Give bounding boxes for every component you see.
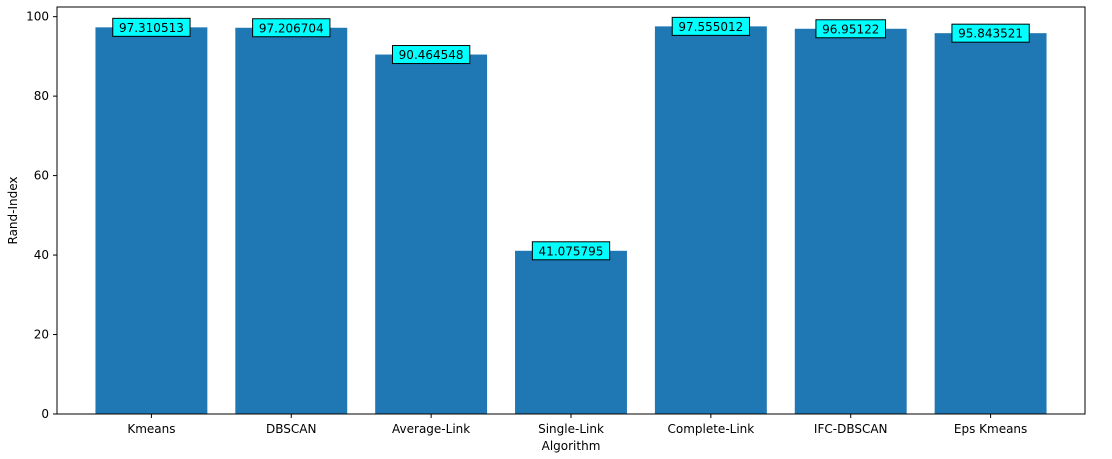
- x-tick-label: Single-Link: [538, 422, 604, 436]
- y-tick-label: 80: [34, 89, 49, 103]
- x-tick-label: Complete-Link: [667, 422, 754, 436]
- value-label: 41.075795: [531, 241, 611, 261]
- x-tick-label: IFC-DBSCAN: [814, 422, 888, 436]
- y-tick-label: 100: [26, 10, 49, 24]
- value-label-text: 97.206704: [259, 21, 324, 35]
- bar-eps-kmeans: [934, 33, 1047, 414]
- value-label-box: [671, 16, 751, 36]
- bars-group: [95, 26, 1047, 415]
- plot-frame: [56, 6, 1086, 415]
- value-label-box: [252, 18, 331, 38]
- y-axis-title: Rand-Index: [6, 176, 20, 244]
- value-label-box: [531, 241, 611, 261]
- x-axis-title: Algorithm: [542, 439, 601, 453]
- value-label-text: 97.310513: [119, 21, 184, 35]
- bar-dbscan: [235, 27, 348, 414]
- bar-single-link: [515, 250, 627, 414]
- value-label-box: [112, 17, 191, 37]
- value-labels-group: 97.310513 97.206704 90.464548 41.075795 97.5…: [112, 16, 1030, 261]
- bar-complete-link: [654, 26, 767, 415]
- y-tick-label: 60: [34, 169, 49, 183]
- bar-ifc-dbscan: [794, 28, 907, 415]
- y-tick-label: 0: [41, 407, 49, 421]
- value-label: 95.843521: [951, 23, 1030, 43]
- value-label-text: 96.95122: [822, 22, 879, 36]
- value-label: 97.555012: [671, 16, 751, 36]
- y-axis-ticks: 0 20 40 60 80 100: [26, 10, 57, 421]
- value-label: 90.464548: [391, 45, 471, 65]
- x-tick-label: Eps Kmeans: [954, 422, 1027, 436]
- value-label: 97.310513: [112, 17, 191, 37]
- value-label: 96.95122: [815, 19, 887, 39]
- value-label-text: 95.843521: [958, 27, 1023, 41]
- value-label: 97.206704: [252, 18, 331, 38]
- value-label-box: [951, 23, 1030, 43]
- value-label-text: 41.075795: [539, 244, 604, 258]
- x-tick-label: Average-Link: [392, 422, 470, 436]
- y-tick-label: 20: [34, 328, 49, 342]
- y-tick-label: 40: [34, 248, 49, 262]
- value-label-box: [391, 45, 471, 65]
- bar-kmeans: [95, 27, 208, 414]
- x-tick-label: Kmeans: [127, 422, 175, 436]
- x-tick-label: DBSCAN: [266, 422, 316, 436]
- value-label-box: [815, 19, 887, 39]
- x-axis-ticks: Kmeans DBSCAN Average-Link Single-Link Compl…: [127, 414, 1027, 436]
- bar-average-link: [375, 54, 488, 414]
- value-label-text: 90.464548: [399, 48, 464, 62]
- value-label-text: 97.555012: [678, 20, 743, 34]
